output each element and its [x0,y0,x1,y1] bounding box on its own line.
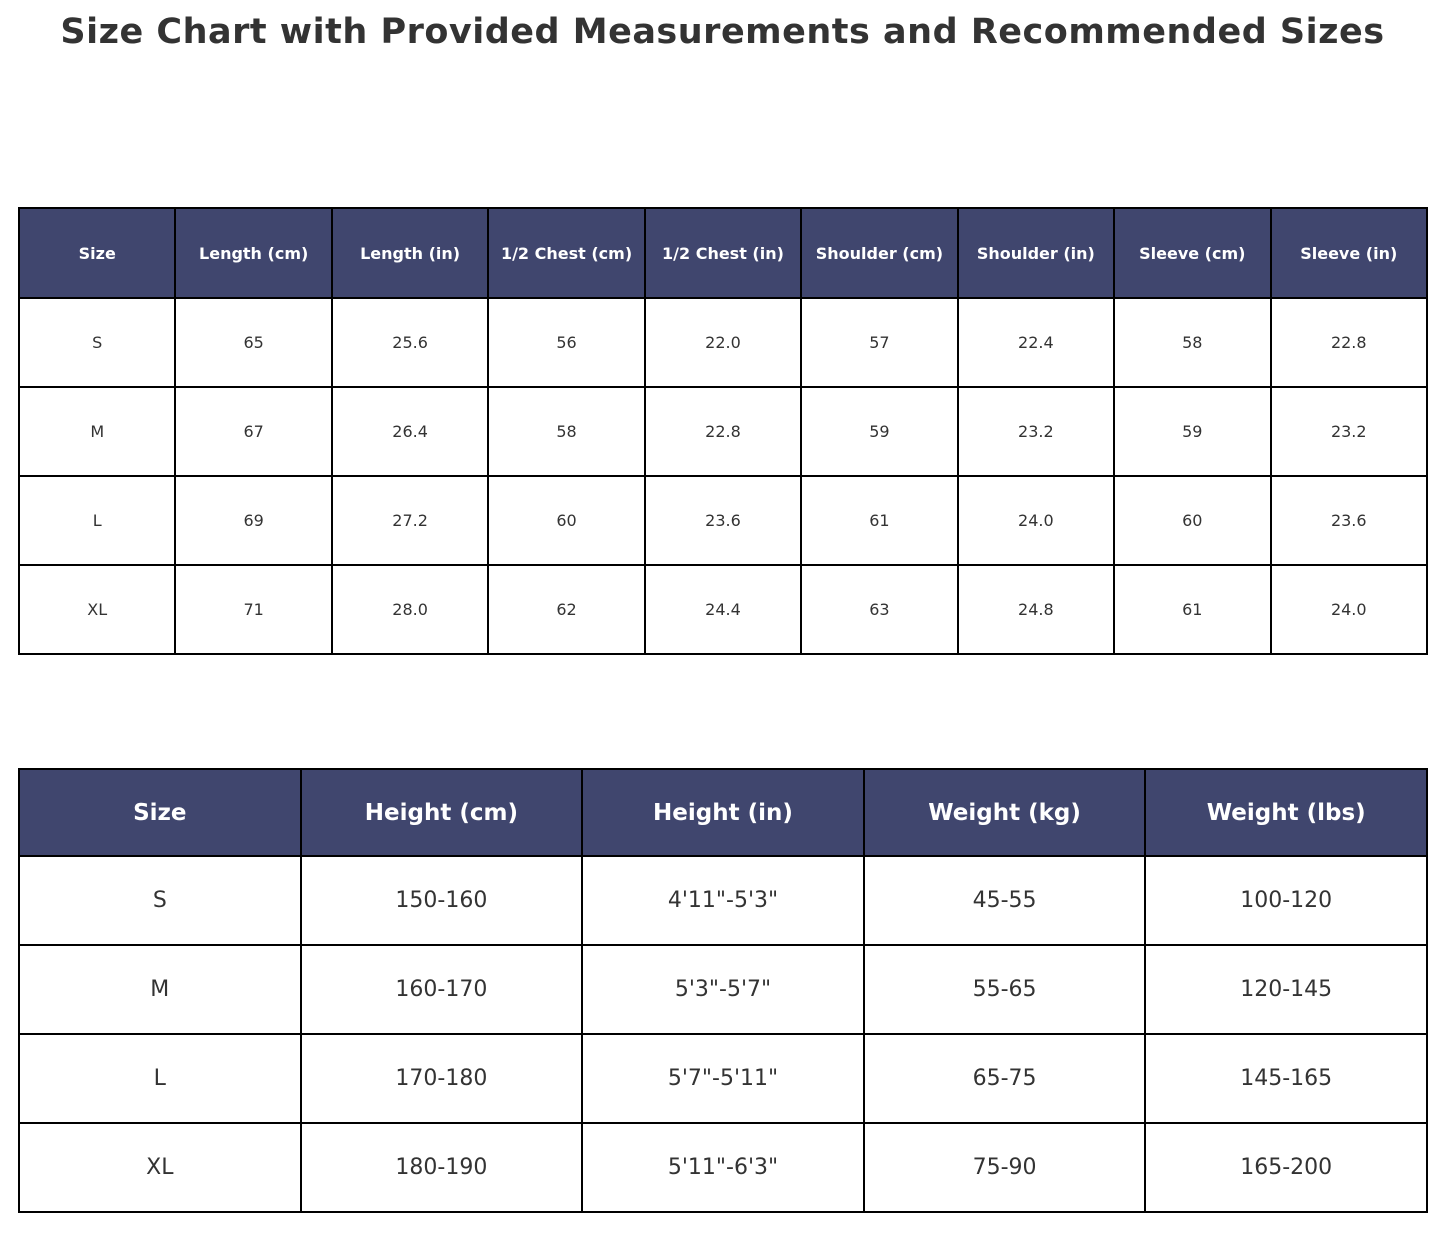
header-cell-shoulder-cm: Shoulder (cm) [800,207,959,299]
table-cell: 63 [800,564,959,655]
table-cell: L [17,475,177,566]
table-cell: 145-165 [1144,1033,1428,1124]
table-cell: 160-170 [299,944,584,1035]
table-cell: 56 [487,297,646,388]
table-cell: 69 [174,475,333,566]
table-cell: 24.4 [643,564,803,655]
table-cell: 65-75 [862,1033,1147,1124]
table-cell: 61 [1113,564,1272,655]
table-cell: 22.8 [643,386,803,477]
table-row: XL 180-190 5'11"-6'3" 75-90 165-200 [18,1122,1428,1213]
header-cell-height-cm: Height (cm) [299,768,584,857]
table-cell: 24.0 [956,475,1116,566]
table-cell: 165-200 [1144,1122,1428,1213]
table-cell: 180-190 [299,1122,584,1213]
table-cell: 27.2 [330,475,490,566]
header-cell-length-cm: Length (cm) [174,207,333,299]
table-cell: L [18,1033,302,1124]
table-row: XL 71 28.0 62 24.4 63 24.8 61 24.0 [17,564,1428,655]
table-cell: 60 [1113,475,1272,566]
table-cell: 57 [800,297,959,388]
table-cell: 28.0 [330,564,490,655]
table-cell: 26.4 [330,386,490,477]
header-cell-height-in: Height (in) [581,768,865,857]
table-cell: M [18,944,302,1035]
measurements-header-row: Size Length (cm) Length (in) 1/2 Chest (… [17,207,1428,299]
table-cell: 59 [800,386,959,477]
recommended-header-row: Size Height (cm) Height (in) Weight (kg)… [18,768,1428,857]
table-cell: 23.6 [643,475,803,566]
table-cell: 22.0 [643,297,803,388]
table-cell: 22.4 [956,297,1116,388]
table-cell: 62 [487,564,646,655]
header-cell-shoulder-in: Shoulder (in) [956,207,1116,299]
table-cell: 150-160 [299,855,584,946]
table-cell: 5'11"-6'3" [581,1122,865,1213]
table-cell: 75-90 [862,1122,1147,1213]
table-cell: 5'3"-5'7" [581,944,865,1035]
table-cell: 58 [487,386,646,477]
table-cell: 58 [1113,297,1272,388]
table-cell: 22.8 [1269,297,1428,388]
table-cell: 23.6 [1269,475,1428,566]
table-cell: 120-145 [1144,944,1428,1035]
table-cell: XL [17,564,177,655]
header-cell-half-chest-in: 1/2 Chest (in) [643,207,803,299]
table-cell: M [17,386,177,477]
table-cell: 71 [174,564,333,655]
table-cell: 59 [1113,386,1272,477]
table-cell: XL [18,1122,302,1213]
table-row: M 67 26.4 58 22.8 59 23.2 59 23.2 [17,386,1428,477]
measurements-table: Size Length (cm) Length (in) 1/2 Chest (… [17,207,1428,655]
table-cell: 24.0 [1269,564,1428,655]
table-row: S 65 25.6 56 22.0 57 22.4 58 22.8 [17,297,1428,388]
table-cell: 4'11"-5'3" [581,855,865,946]
table-cell: S [18,855,302,946]
header-cell-size: Size [17,207,177,299]
table-row: L 170-180 5'7"-5'11" 65-75 145-165 [18,1033,1428,1124]
header-cell-weight-lbs: Weight (lbs) [1144,768,1428,857]
header-cell-half-chest-cm: 1/2 Chest (cm) [487,207,646,299]
table-cell: S [17,297,177,388]
header-cell-size: Size [18,768,302,857]
header-cell-sleeve-cm: Sleeve (cm) [1113,207,1272,299]
page-title: Size Chart with Provided Measurements an… [60,12,1385,52]
table-row: M 160-170 5'3"-5'7" 55-65 120-145 [18,944,1428,1035]
table-cell: 23.2 [1269,386,1428,477]
table-cell: 67 [174,386,333,477]
table-row: S 150-160 4'11"-5'3" 45-55 100-120 [18,855,1428,946]
table-cell: 65 [174,297,333,388]
table-cell: 60 [487,475,646,566]
table-cell: 61 [800,475,959,566]
recommended-sizes-table: Size Height (cm) Height (in) Weight (kg)… [18,768,1428,1213]
table-cell: 170-180 [299,1033,584,1124]
table-cell: 100-120 [1144,855,1428,946]
header-cell-length-in: Length (in) [330,207,490,299]
header-cell-sleeve-in: Sleeve (in) [1269,207,1428,299]
table-cell: 55-65 [862,944,1147,1035]
table-cell: 25.6 [330,297,490,388]
table-cell: 5'7"-5'11" [581,1033,865,1124]
header-cell-weight-kg: Weight (kg) [862,768,1147,857]
table-cell: 24.8 [956,564,1116,655]
table-row: L 69 27.2 60 23.6 61 24.0 60 23.6 [17,475,1428,566]
table-cell: 23.2 [956,386,1116,477]
table-cell: 45-55 [862,855,1147,946]
